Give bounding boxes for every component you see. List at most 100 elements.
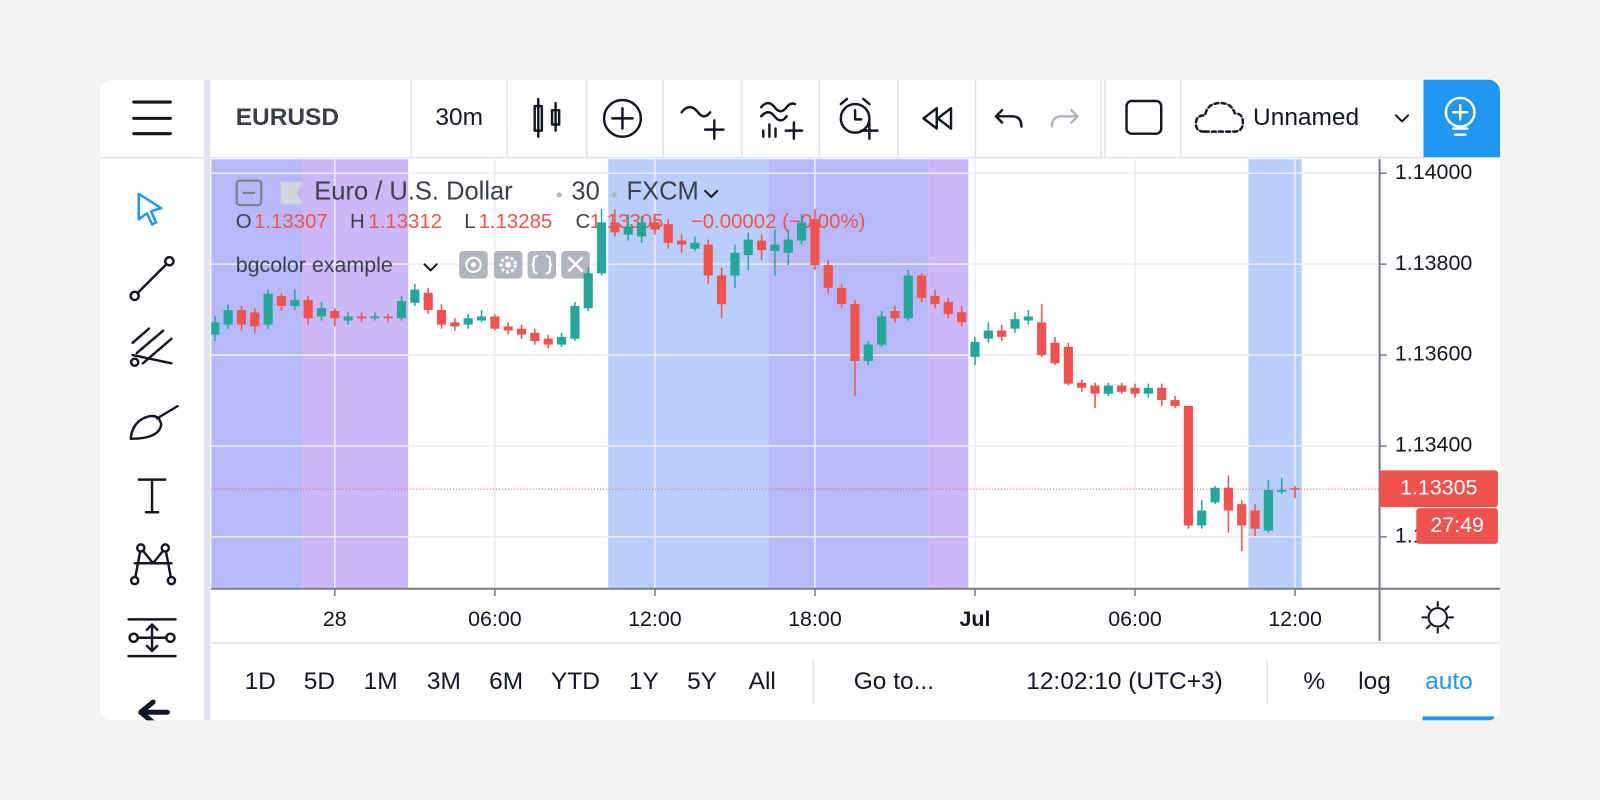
range-button[interactable]: 6M bbox=[489, 668, 523, 695]
countdown: 27:49 bbox=[1430, 513, 1484, 537]
candle-body bbox=[356, 316, 367, 319]
candle-body bbox=[690, 242, 700, 249]
candle-body bbox=[276, 295, 287, 306]
compare-button[interactable] bbox=[602, 98, 643, 138]
candle-body bbox=[543, 338, 553, 345]
symbol-button[interactable]: EURUSD bbox=[236, 104, 339, 131]
y-tick-label: 1.13400 bbox=[1395, 433, 1472, 457]
ohlc-change: −0.00002 (−0.00%) bbox=[691, 211, 866, 233]
candle-body bbox=[917, 275, 927, 298]
candle-body bbox=[583, 273, 593, 309]
candle-body bbox=[823, 265, 833, 288]
symbol-description: Euro / U.S. Dollar bbox=[314, 178, 513, 206]
candle-body bbox=[943, 301, 953, 315]
ohlc-label: H bbox=[350, 211, 365, 233]
candle-body bbox=[1250, 510, 1260, 529]
redo-button[interactable] bbox=[1050, 108, 1079, 128]
candle-body bbox=[476, 316, 487, 321]
pattern-tool[interactable] bbox=[129, 543, 177, 586]
candle-body bbox=[516, 328, 527, 335]
trend-line-tool[interactable] bbox=[129, 255, 175, 302]
candle-body bbox=[436, 310, 447, 325]
candle-body bbox=[1050, 342, 1060, 364]
goto-button[interactable]: Go to... bbox=[854, 668, 934, 695]
last-price: 1.13305 bbox=[1400, 475, 1477, 499]
candle-body bbox=[1197, 510, 1207, 526]
candle-body bbox=[930, 295, 940, 305]
templates-button[interactable] bbox=[760, 101, 804, 140]
fullscreen-button[interactable] bbox=[1125, 99, 1163, 135]
candle-body bbox=[556, 336, 567, 345]
layout-button[interactable]: Unnamed bbox=[1194, 101, 1410, 133]
x-tick-label: 28 bbox=[323, 607, 347, 631]
candle-body bbox=[1090, 385, 1100, 394]
text-tool[interactable] bbox=[137, 478, 167, 514]
range-button[interactable]: 1Y bbox=[629, 668, 659, 695]
candle-body bbox=[623, 226, 633, 235]
candle-body bbox=[1063, 346, 1073, 384]
candle-body bbox=[1037, 322, 1047, 356]
range-button[interactable]: 1M bbox=[364, 668, 398, 695]
bgcolor-band bbox=[211, 159, 302, 588]
range-button[interactable]: 5D bbox=[304, 668, 335, 695]
collapse-button[interactable] bbox=[235, 179, 263, 207]
candle-body bbox=[1010, 319, 1020, 329]
x-tick-label: 06:00 bbox=[468, 607, 522, 631]
candle-body bbox=[983, 330, 993, 339]
candle-body bbox=[570, 305, 580, 339]
hide-toolbar-button[interactable] bbox=[138, 699, 170, 722]
range-button[interactable]: All bbox=[749, 668, 776, 695]
measure-tool[interactable] bbox=[127, 618, 177, 658]
indicator-chevron[interactable] bbox=[423, 263, 438, 272]
candle-body bbox=[1237, 504, 1247, 526]
candle-body bbox=[717, 275, 727, 305]
last-price-tag bbox=[1379, 470, 1498, 508]
candle-body bbox=[1143, 387, 1153, 394]
undo-button[interactable] bbox=[994, 108, 1023, 128]
layout-name[interactable]: Unnamed bbox=[1253, 104, 1359, 131]
candle-body bbox=[1157, 387, 1167, 401]
replay-button[interactable] bbox=[922, 106, 953, 130]
candle-body bbox=[1277, 490, 1287, 492]
log-toggle[interactable]: log bbox=[1358, 668, 1391, 695]
brush-tool[interactable] bbox=[129, 404, 179, 440]
auto-indicator bbox=[1422, 716, 1494, 721]
candle-body bbox=[223, 310, 233, 325]
range-button[interactable]: 3M bbox=[427, 668, 461, 695]
interval-button[interactable]: 30m bbox=[435, 104, 483, 131]
candle-body bbox=[1223, 487, 1233, 511]
indicator-name: bgcolor example bbox=[236, 253, 393, 277]
alert-button[interactable] bbox=[839, 97, 879, 140]
range-button[interactable]: 5Y bbox=[687, 668, 717, 695]
flag-icon bbox=[280, 181, 304, 205]
candle-body bbox=[1210, 487, 1220, 503]
clock[interactable]: 12:02:10 (UTC+3) bbox=[1026, 668, 1223, 695]
fib-tool[interactable] bbox=[129, 327, 173, 368]
candle-body bbox=[997, 330, 1007, 337]
candle-body bbox=[797, 222, 807, 241]
auto-toggle[interactable]: auto bbox=[1425, 668, 1473, 695]
candle-body bbox=[850, 304, 860, 361]
chart-type-button[interactable] bbox=[533, 97, 561, 138]
candle-body bbox=[970, 341, 980, 357]
candle-body bbox=[663, 224, 673, 243]
candle-body bbox=[211, 322, 220, 335]
axis-settings[interactable] bbox=[1421, 601, 1455, 634]
candle-body bbox=[770, 244, 780, 251]
legend-chevron[interactable] bbox=[704, 189, 719, 198]
candle-body bbox=[343, 316, 353, 321]
candle-body bbox=[1103, 385, 1113, 394]
candle-body bbox=[676, 240, 687, 245]
range-button[interactable]: YTD bbox=[551, 668, 600, 695]
candle-body bbox=[837, 287, 847, 305]
candle-body bbox=[890, 310, 900, 319]
indicators-button[interactable] bbox=[680, 105, 725, 140]
hamburger-menu[interactable] bbox=[132, 100, 172, 136]
percent-toggle[interactable]: % bbox=[1303, 668, 1325, 695]
cursor-tool[interactable] bbox=[137, 192, 163, 226]
bgcolor-band bbox=[928, 159, 969, 588]
range-button[interactable]: 1D bbox=[245, 668, 276, 695]
indicator-buttons bbox=[459, 251, 590, 279]
candle-body bbox=[330, 310, 340, 319]
ideas-button[interactable] bbox=[1423, 79, 1500, 158]
